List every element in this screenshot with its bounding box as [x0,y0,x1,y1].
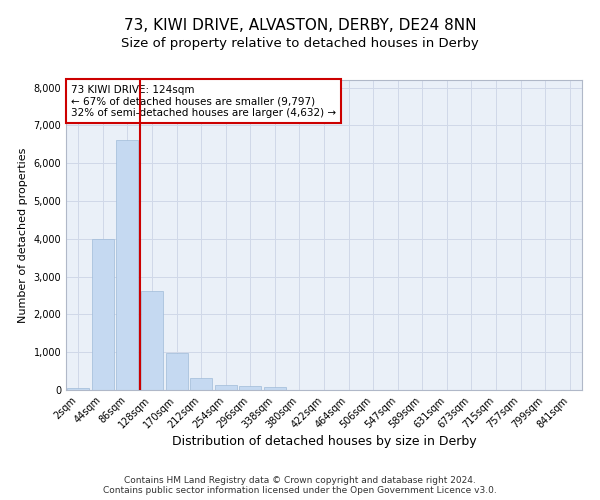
Bar [190,378,212,390]
Bar [92,239,114,390]
Bar [116,140,139,390]
Bar [166,354,188,390]
Bar [141,291,163,390]
Bar [215,385,237,390]
Bar [264,386,286,390]
Bar [67,388,89,390]
Bar [239,386,262,390]
Text: Contains HM Land Registry data © Crown copyright and database right 2024.
Contai: Contains HM Land Registry data © Crown c… [103,476,497,495]
Y-axis label: Number of detached properties: Number of detached properties [18,148,28,322]
X-axis label: Distribution of detached houses by size in Derby: Distribution of detached houses by size … [172,436,476,448]
Text: 73 KIWI DRIVE: 124sqm
← 67% of detached houses are smaller (9,797)
32% of semi-d: 73 KIWI DRIVE: 124sqm ← 67% of detached … [71,84,336,118]
Text: Size of property relative to detached houses in Derby: Size of property relative to detached ho… [121,38,479,51]
Text: 73, KIWI DRIVE, ALVASTON, DERBY, DE24 8NN: 73, KIWI DRIVE, ALVASTON, DERBY, DE24 8N… [124,18,476,32]
